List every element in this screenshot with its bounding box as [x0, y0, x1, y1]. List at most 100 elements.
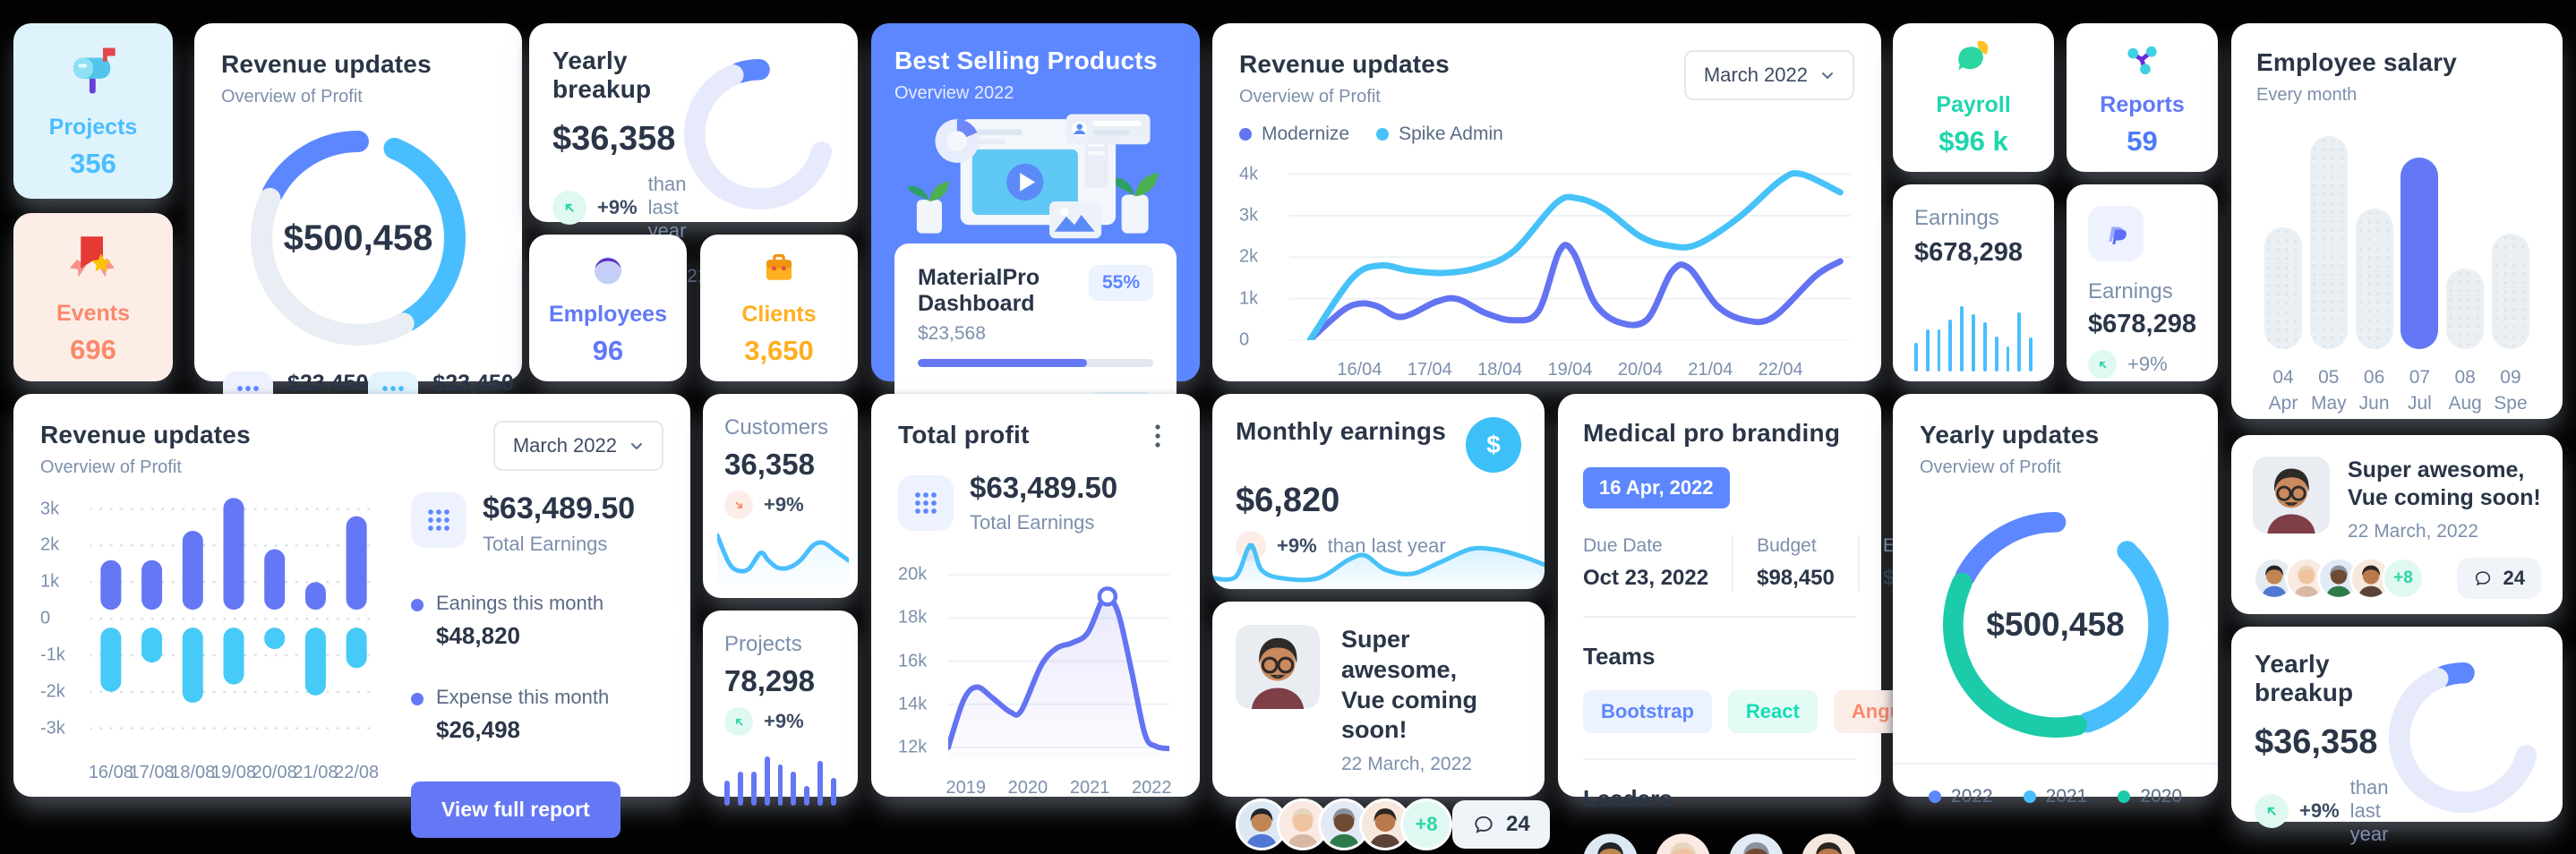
delta-value: +9%	[764, 493, 804, 516]
card-title: Medical pro branding	[1583, 419, 1841, 447]
monthly-earnings-card: Monthly earnings $ $6,820 +9% than last …	[1212, 394, 1545, 589]
mailbox-icon	[73, 47, 116, 93]
revenue-updates-donut-card: Revenue updates Overview of Profit $500,…	[194, 23, 522, 422]
progress-fill	[918, 359, 1088, 367]
period-value: March 2022	[512, 434, 617, 457]
delta-note: than last year	[1327, 534, 1446, 557]
legend-2020: 2020	[2118, 786, 2182, 807]
comment-bubble-icon	[2475, 570, 2490, 585]
yearly-breakup-card: Yearly breakup $36,358 +9% than last yea…	[529, 23, 858, 286]
avatar	[1583, 833, 1638, 854]
customers-label: Customers	[724, 415, 829, 440]
total-earnings-label: Total Earnings	[483, 533, 608, 556]
best-selling-card: Best Selling Products Overview 2022	[871, 23, 1200, 516]
reports-stat-card[interactable]: Reports 59	[2067, 23, 2218, 172]
projects-label: Projects	[48, 114, 138, 140]
projects-stat-card[interactable]: Projects 356	[13, 23, 173, 199]
arrow-up-left-icon	[2255, 794, 2289, 828]
view-full-report-button[interactable]: View full report	[411, 781, 620, 839]
announcement-card: Super awesome, Vue coming soon! 22 March,…	[1212, 602, 1550, 850]
revenue-bars-card: Revenue updates Overview of Profit March…	[13, 394, 690, 839]
stat-amount: $23,450	[287, 371, 369, 396]
due-date-field: Due Date Oct 23, 2022	[1583, 535, 1709, 590]
chevron-down-icon	[1822, 73, 1833, 79]
comment-bubble-icon	[1475, 816, 1493, 833]
product-name: MaterialPro Dashboard	[918, 265, 1040, 316]
reports-value: 59	[2127, 125, 2158, 157]
employees-value: 96	[592, 335, 624, 366]
clients-stat-card[interactable]: Clients 3,650	[700, 235, 858, 381]
post-title: Super awesome, Vue coming soon!	[1341, 626, 1478, 744]
card-subtitle: Overview of Profit	[1239, 87, 1381, 107]
projects-spark-chart	[724, 750, 837, 806]
avatar	[1801, 833, 1856, 854]
avatar	[1729, 833, 1784, 854]
card-title: Yearly updates	[1920, 421, 2100, 448]
arrow-up-left-icon	[2088, 350, 2117, 379]
product-row[interactable]: MaterialPro Dashboard $23,568 55%	[918, 265, 1153, 367]
payroll-stat-card[interactable]: Payroll $96 k	[1893, 23, 2054, 172]
stat-amount: $23,450	[432, 371, 514, 396]
delta-note: than last year	[2349, 776, 2389, 845]
events-stat-card[interactable]: Events 696	[13, 213, 173, 381]
team-chip-bootstrap: Bootstrap	[1583, 690, 1712, 733]
payroll-label: Payroll	[1936, 92, 2011, 117]
avatar	[2349, 556, 2392, 600]
yearly-updates-card: Yearly updates Overview of Profit $500,4…	[1893, 394, 2218, 807]
delta-value: +9%	[1277, 534, 1317, 557]
events-value: 696	[70, 333, 116, 365]
card-title: Yearly breakup	[552, 47, 652, 103]
product-price: $23,568	[918, 323, 986, 344]
card-title: Yearly breakup	[2255, 650, 2354, 706]
comments-count: 24	[1506, 812, 1530, 836]
card-title: Employee salary	[2256, 48, 2458, 76]
earnings-spark-chart	[1914, 287, 2033, 371]
delta-value: +9%	[597, 196, 638, 218]
donut-center-value: $500,458	[1986, 606, 2125, 643]
projects-value: 78,298	[724, 664, 815, 697]
earnings-legend: Eanings this month $48,820	[411, 592, 663, 650]
delta-value: +9%	[2299, 799, 2340, 822]
payroll-value: $96 k	[1938, 125, 2008, 157]
monthly-earnings-amount: $6,820	[1236, 482, 1340, 519]
revenue-bars-chart: 3k 2k 1k 0 -1k -2k -3k 16/08 17/08 18/08 19/08 20/0…	[40, 498, 380, 782]
card-title: Revenue updates	[1239, 50, 1450, 78]
teams-heading: Teams	[1583, 643, 1656, 670]
card-title: Total profit	[898, 421, 1030, 448]
author-portrait	[2253, 457, 2330, 534]
period-dropdown[interactable]: March 2022	[492, 421, 663, 471]
period-dropdown[interactable]: March 2022	[1683, 50, 1854, 100]
total-profit-label: Total Earnings	[970, 511, 1095, 534]
monthly-earnings-wave-chart	[1212, 528, 1545, 589]
kebab-menu-icon[interactable]	[1143, 421, 1173, 451]
earnings-paypal-card: Earnings $678,298 +9%	[2067, 184, 2218, 381]
medical-branding-card: Medical pro branding 16 Apr, 2022 Due Da…	[1558, 394, 1961, 797]
card-subtitle: Overview of Profit	[221, 87, 363, 107]
card-subtitle: Overview of Profit	[40, 457, 182, 477]
clients-value: 3,650	[744, 335, 814, 366]
grid-dots-icon	[898, 474, 954, 531]
delta-value: +9%	[764, 710, 804, 732]
yearly-breakup-amount: $36,358	[2255, 723, 2378, 761]
legend-2022: 2022	[1928, 786, 1993, 807]
employees-label: Employees	[548, 302, 667, 327]
comments-button[interactable]: 24	[1452, 800, 1550, 849]
yearly-breakup-amount: $36,358	[552, 120, 676, 158]
comments-button[interactable]: 24	[2456, 557, 2541, 599]
revenue-line-card: Revenue updates Overview of Profit March…	[1212, 23, 1881, 381]
legend-2021: 2021	[2023, 786, 2087, 807]
events-label: Events	[56, 300, 130, 326]
arrow-down-right-icon	[724, 491, 753, 519]
leaders-heading: Leaders	[1583, 785, 1673, 812]
earnings-spark-card: Earnings $678,298	[1893, 184, 2054, 381]
product-percent-badge: 55%	[1088, 265, 1153, 301]
team-chip-react: React	[1727, 690, 1818, 733]
employees-stat-card[interactable]: Employees 96	[529, 235, 687, 381]
total-profit-card: Total profit $63,489.50 Total Earnings 2…	[871, 394, 1200, 798]
arrow-up-left-icon	[552, 191, 586, 225]
date-badge: 16 Apr, 2022	[1583, 467, 1730, 508]
customers-spark-chart	[715, 526, 852, 585]
yearly-breakup-donut-chart	[2389, 662, 2539, 813]
author-portrait	[1236, 625, 1320, 709]
